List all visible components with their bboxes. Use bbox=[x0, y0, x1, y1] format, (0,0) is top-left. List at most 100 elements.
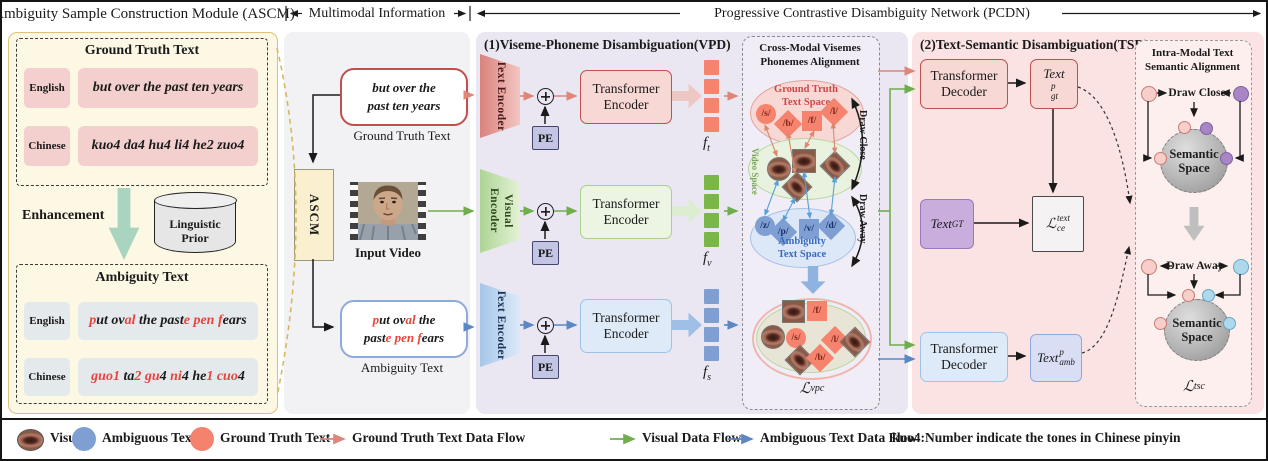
negative-sample-dot bbox=[1202, 289, 1215, 302]
transformer-line1: Transformer bbox=[592, 196, 660, 212]
film-sprockets-icon bbox=[350, 182, 358, 240]
amb-bubble-line2: paste pen fears bbox=[363, 330, 445, 345]
lang-label: English bbox=[24, 68, 70, 108]
lang-label: Chinese bbox=[24, 358, 70, 396]
draw-away-label: Draw Away bbox=[857, 194, 868, 244]
feature-square bbox=[704, 79, 719, 94]
semantic-space-top: Semantic Space bbox=[1160, 129, 1228, 193]
gt-sample-dot bbox=[1154, 317, 1167, 330]
input-video-thumbnail bbox=[350, 182, 426, 240]
phoneme-chip: /s/ bbox=[756, 104, 776, 124]
gt-bubble-caption: Ground Truth Text bbox=[353, 128, 451, 143]
draw-close-label: Draw Close bbox=[1168, 87, 1226, 99]
phoneme-chip: /f/ bbox=[807, 301, 827, 321]
f-s-label: fs bbox=[703, 364, 712, 383]
ascm-box-label: ASCM bbox=[307, 193, 322, 237]
transformer-line2: Encoder bbox=[603, 326, 649, 341]
amb-english-text: p ut ov al the past e pen f ears bbox=[78, 302, 258, 340]
ambiguity-bubble: put oval the paste pen fears bbox=[340, 300, 468, 358]
linguistic-prior-cylinder: Linguistic Prior bbox=[153, 192, 237, 253]
header-ascm-title: Ambiguity Sample Construction Module (AS… bbox=[0, 5, 295, 22]
f-v-label: fv bbox=[703, 250, 712, 269]
gt-sample-dot bbox=[1178, 121, 1191, 134]
header-multimodal-title: Multimodal Information bbox=[308, 6, 446, 21]
transformer-encoder-box: Transformer Encoder bbox=[580, 299, 672, 353]
transformer-line1: Transformer bbox=[592, 310, 660, 326]
legend-gt-flow-label: Ground Truth Text Data Flow bbox=[352, 430, 526, 445]
transformer-decoder-amb-box: Transformer Decoder bbox=[920, 332, 1008, 382]
text-gt-p-box: Text p gt bbox=[1030, 59, 1078, 109]
viseme-mouth-icon bbox=[761, 325, 785, 349]
semantic-space-bottom: Semantic Space bbox=[1164, 299, 1230, 361]
amb-bubble-caption: Ambiguity Text bbox=[360, 360, 444, 375]
feature-square bbox=[704, 213, 719, 228]
ground-truth-text-box: Ground Truth Text bbox=[16, 38, 268, 186]
gt-sample-dot bbox=[1141, 259, 1157, 275]
legend-visual-flow-label: Visual Data Flow bbox=[642, 430, 742, 445]
positive-sample-dot bbox=[1233, 86, 1249, 102]
decoder-line2: Decoder bbox=[941, 357, 987, 372]
film-sprockets-icon bbox=[418, 182, 426, 240]
draw-close-label: Draw Close bbox=[857, 110, 868, 160]
feature-square bbox=[704, 308, 719, 323]
video-space-label: Video Space bbox=[750, 148, 760, 195]
ambiguity-title: Ambiguity Text bbox=[95, 270, 189, 285]
text-gt-box: Text GT bbox=[920, 199, 974, 249]
gt-bubble-line1: but over the bbox=[372, 80, 436, 96]
transformer-encoder-box: Transformer Encoder bbox=[580, 185, 672, 239]
legend-ambiguous-label: Ambiguous Text bbox=[102, 430, 197, 445]
draw-away-label: Draw Away bbox=[1166, 260, 1224, 272]
pe-box: PE bbox=[532, 126, 559, 150]
text-encoder-trapezoid: Text Encoder bbox=[480, 54, 520, 138]
linguistic-prior-label: Linguistic Prior bbox=[169, 217, 221, 245]
decoder-line1: Transformer bbox=[930, 341, 998, 357]
oplus-icon bbox=[537, 203, 554, 220]
feature-square bbox=[704, 98, 719, 113]
pe-box: PE bbox=[532, 355, 559, 379]
legend-divider bbox=[2, 418, 1266, 420]
visual-encoder-trapezoid: Visual Encoder bbox=[480, 169, 520, 253]
encoder-label: Visual Encoder bbox=[488, 188, 514, 234]
cylinder-top-icon bbox=[153, 192, 237, 209]
negative-sample-dot bbox=[1223, 317, 1236, 330]
encoder-label: Text Encoder bbox=[494, 60, 507, 132]
feature-square bbox=[704, 232, 719, 247]
oplus-icon bbox=[537, 88, 554, 105]
gt-text-space-label: Ground Truth Text Space bbox=[774, 84, 838, 108]
decoder-line2: Decoder bbox=[941, 84, 987, 99]
feature-square bbox=[704, 117, 719, 132]
legend-amb-flow-label: Ambiguous Text Data Flow bbox=[760, 430, 918, 445]
feature-square bbox=[704, 194, 719, 209]
negative-sample-dot bbox=[1233, 259, 1249, 275]
speaker-face-image bbox=[358, 182, 418, 240]
intra-modal-title: Intra-Modal Text Semantic Alignment bbox=[1144, 47, 1241, 74]
f-t-label: ft bbox=[703, 135, 710, 154]
feature-square bbox=[704, 175, 719, 190]
viseme-mouth-icon bbox=[782, 300, 805, 323]
fused-space-outer-ellipse bbox=[752, 298, 872, 380]
header-pcdn-title: Progressive Contrastive Disambiguity Net… bbox=[714, 6, 1030, 21]
text-amb-p-box: Text p amb bbox=[1030, 334, 1082, 382]
viseme-mouth-icon bbox=[792, 149, 816, 173]
lang-label: English bbox=[24, 302, 70, 340]
transformer-line2: Encoder bbox=[603, 97, 649, 112]
ground-truth-title: Ground Truth Text bbox=[84, 43, 200, 58]
gt-sample-dot bbox=[1141, 86, 1157, 102]
feature-square bbox=[704, 289, 719, 304]
tsd-title: (2)Text-Semantic Disambiguation(TSD) bbox=[920, 37, 1149, 52]
phoneme-chip: /v/ bbox=[799, 219, 819, 239]
amb-bubble-line1: put oval the bbox=[372, 312, 436, 328]
gt-bubble-line2: past ten years bbox=[367, 98, 441, 113]
phoneme-chip: /s/ bbox=[786, 328, 806, 348]
feature-square bbox=[704, 327, 719, 342]
ground-truth-bubble: but over the past ten years bbox=[340, 68, 468, 126]
ascm-box: ASCM bbox=[294, 169, 334, 261]
transformer-encoder-box: Transformer Encoder bbox=[580, 70, 672, 124]
gt-sample-dot bbox=[1182, 289, 1195, 302]
pe-box: PE bbox=[532, 241, 559, 265]
ambiguity-text-space-label: Ambiguity Text Space bbox=[777, 236, 827, 260]
ground-truth-legend-icon bbox=[190, 427, 214, 451]
